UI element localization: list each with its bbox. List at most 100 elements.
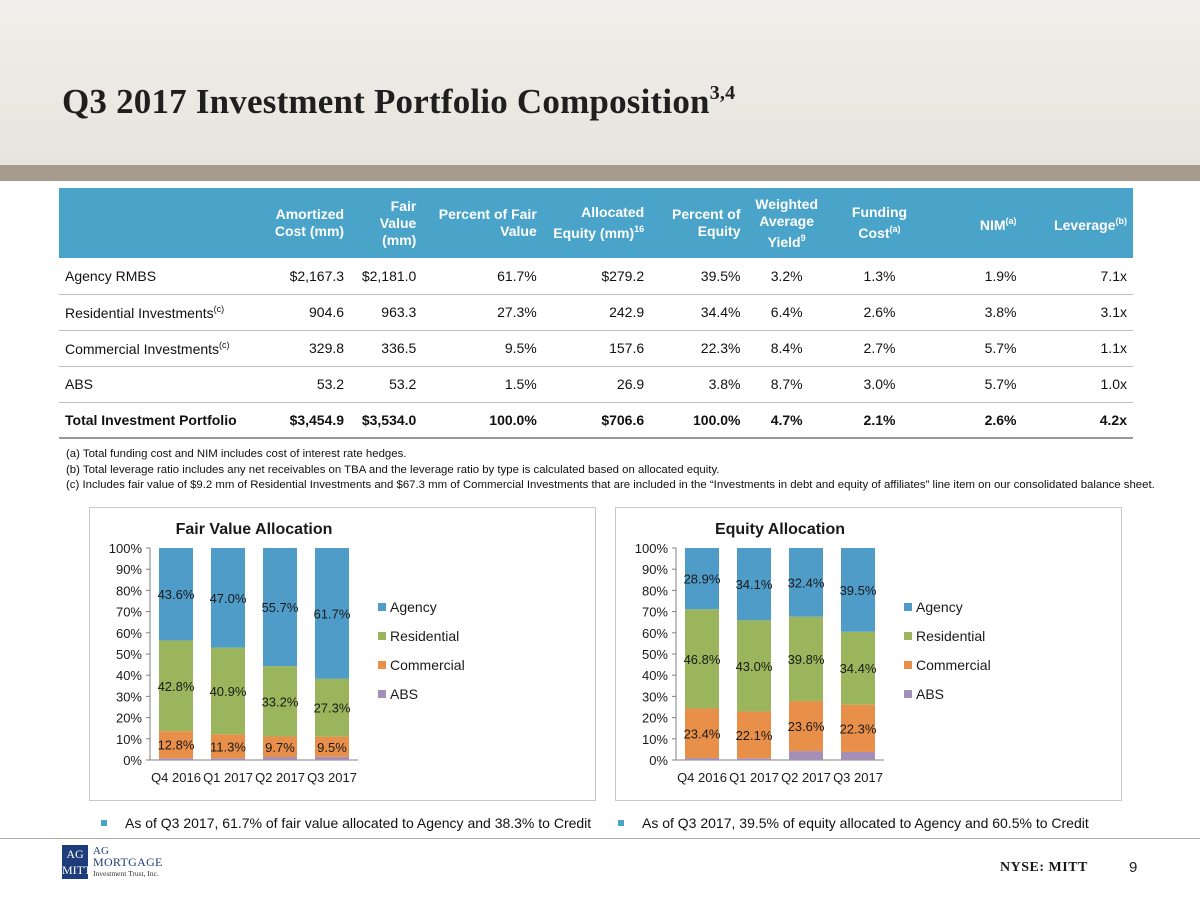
- data-label: 47.0%: [210, 591, 247, 606]
- legend-label: ABS: [390, 686, 418, 702]
- legend-swatch: [904, 690, 912, 698]
- table-row: Residential Investments(c) 904.6 963.3 2…: [59, 294, 1133, 331]
- data-label: 27.3%: [314, 701, 351, 716]
- table-cell: 27.3%: [422, 294, 543, 331]
- table-cell: 1.9%: [932, 258, 1023, 295]
- data-label: 11.3%: [210, 739, 246, 754]
- y-tick-label: 80%: [642, 583, 668, 598]
- data-label: 23.6%: [788, 719, 825, 734]
- data-label: 39.8%: [788, 652, 825, 667]
- table-cell: 9.5%: [422, 330, 543, 367]
- ticker-symbol: NYSE: MITT: [1000, 860, 1088, 875]
- table-header-cell: Funding Cost(a): [826, 188, 933, 258]
- table-cell: $2,181.0: [350, 258, 423, 295]
- table-cell: $706.6: [542, 402, 651, 439]
- data-label: 55.7%: [262, 600, 299, 615]
- x-tick-label: Q1 2017: [203, 770, 253, 785]
- bar-residential: [685, 609, 719, 709]
- y-tick-label: 0%: [123, 753, 142, 768]
- table-cell: 336.5: [350, 330, 423, 367]
- bar-agency: [841, 548, 875, 632]
- page-title-text: Q3 2017 Investment Portfolio Composition: [62, 82, 710, 121]
- footnotes: (a) Total funding cost and NIM includes …: [66, 447, 1166, 494]
- table-cell: 8.4%: [746, 330, 827, 367]
- y-tick-label: 80%: [116, 583, 142, 598]
- y-tick-label: 90%: [642, 562, 668, 577]
- fair-value-chart-svg: Fair Value Allocation 0% 10% 20% 30% 40% 50% 60…: [109, 521, 465, 785]
- legend-swatch: [378, 632, 386, 640]
- data-label: 9.5%: [317, 740, 347, 755]
- table-cell: 2.6%: [932, 402, 1023, 439]
- bullet-square-icon: [618, 820, 624, 826]
- y-tick-label: 70%: [642, 605, 668, 620]
- table-cell: $2,167.3: [249, 258, 351, 295]
- bar-abs: [841, 751, 875, 760]
- table-cell: 3.0%: [826, 366, 933, 403]
- bar-commercial: [159, 731, 193, 759]
- x-tick-label: Q1 2017: [729, 770, 779, 785]
- bullet-square-icon: [101, 820, 107, 826]
- table-cell: 34.4%: [650, 294, 747, 331]
- table-cell: 22.3%: [650, 330, 747, 367]
- row-label: Residential Investments(c): [59, 294, 250, 331]
- bar-commercial: [685, 708, 719, 759]
- bar-residential: [841, 631, 875, 705]
- table-cell: 4.2x: [1022, 402, 1133, 439]
- table-header-cell: Percent of Fair Value: [422, 188, 543, 258]
- data-label: 43.0%: [736, 659, 773, 674]
- table-header-cell: Allocated Equity (mm)16: [542, 188, 651, 258]
- table-cell: 26.9: [542, 366, 651, 403]
- table-cell: 53.2: [350, 366, 423, 403]
- bar-residential: [211, 647, 245, 735]
- footnote-b: (b) Total leverage ratio includes any ne…: [66, 463, 720, 476]
- bar-commercial: [315, 736, 349, 757]
- legend-swatch: [904, 661, 912, 669]
- row-label: Agency RMBS: [59, 258, 250, 295]
- y-tick-label: 40%: [116, 668, 142, 683]
- y-tick-label: 10%: [642, 732, 668, 747]
- y-tick-label: 0%: [649, 753, 668, 768]
- bar-abs: [315, 756, 349, 760]
- table-cell: 4.7%: [746, 402, 827, 439]
- bar-commercial: [263, 736, 297, 758]
- bar-abs: [159, 758, 193, 760]
- legend-label: ABS: [916, 686, 944, 702]
- table-cell: 8.7%: [746, 366, 827, 403]
- data-label: 32.4%: [788, 575, 825, 590]
- table-header-cell: Fair Value (mm): [350, 188, 423, 258]
- table-header-cell: Amortized Cost (mm): [249, 188, 351, 258]
- bar-residential: [315, 678, 349, 737]
- footnote-c: (c) Includes fair value of $9.2 mm of Re…: [66, 479, 1155, 491]
- table-cell: 61.7%: [422, 258, 543, 295]
- table-header-cell: Leverage(b): [1022, 188, 1133, 258]
- fair-value-allocation-chart: Fair Value Allocation 0% 10% 20% 30% 40% 50% 60…: [89, 507, 596, 801]
- bar-abs: [789, 751, 823, 760]
- portfolio-table-container: Amortized Cost (mm) Fair Value (mm) Perc…: [59, 188, 1133, 439]
- page-title-superscript: 3,4: [709, 82, 736, 104]
- table-cell: 963.3: [350, 294, 423, 331]
- y-tick-label: 20%: [642, 711, 668, 726]
- company-logo: AG MITT AG MORTGAGE Investment Trust, Inc…: [62, 845, 182, 885]
- table-cell: 100.0%: [422, 402, 543, 439]
- table-cell: $3,534.0: [350, 402, 423, 439]
- legend-swatch: [904, 603, 912, 611]
- table-cell: 5.7%: [932, 366, 1023, 403]
- table-total-row: Total Investment Portfolio $3,454.9 $3,5…: [59, 402, 1133, 439]
- legend-label: Agency: [390, 599, 437, 615]
- equity-bullet: As of Q3 2017, 39.5% of equity allocated…: [618, 815, 1089, 831]
- table-cell: 3.2%: [746, 258, 827, 295]
- legend-swatch: [378, 661, 386, 669]
- table-header-row: Amortized Cost (mm) Fair Value (mm) Perc…: [59, 188, 1133, 258]
- data-label: 22.1%: [736, 728, 773, 743]
- bar-abs: [211, 758, 245, 760]
- table-cell: 6.4%: [746, 294, 827, 331]
- y-tick-label: 30%: [116, 689, 142, 704]
- table-cell: 2.6%: [826, 294, 933, 331]
- page-title: Q3 2017 Investment Portfolio Composition…: [62, 82, 735, 122]
- data-label: 46.8%: [684, 652, 721, 667]
- table-cell: 3.8%: [650, 366, 747, 403]
- bar-residential: [737, 620, 771, 712]
- bar-agency: [789, 548, 823, 617]
- x-tick-label: Q4 2016: [677, 770, 727, 785]
- table-row: Commercial Investments(c) 329.8 336.5 9.…: [59, 330, 1133, 367]
